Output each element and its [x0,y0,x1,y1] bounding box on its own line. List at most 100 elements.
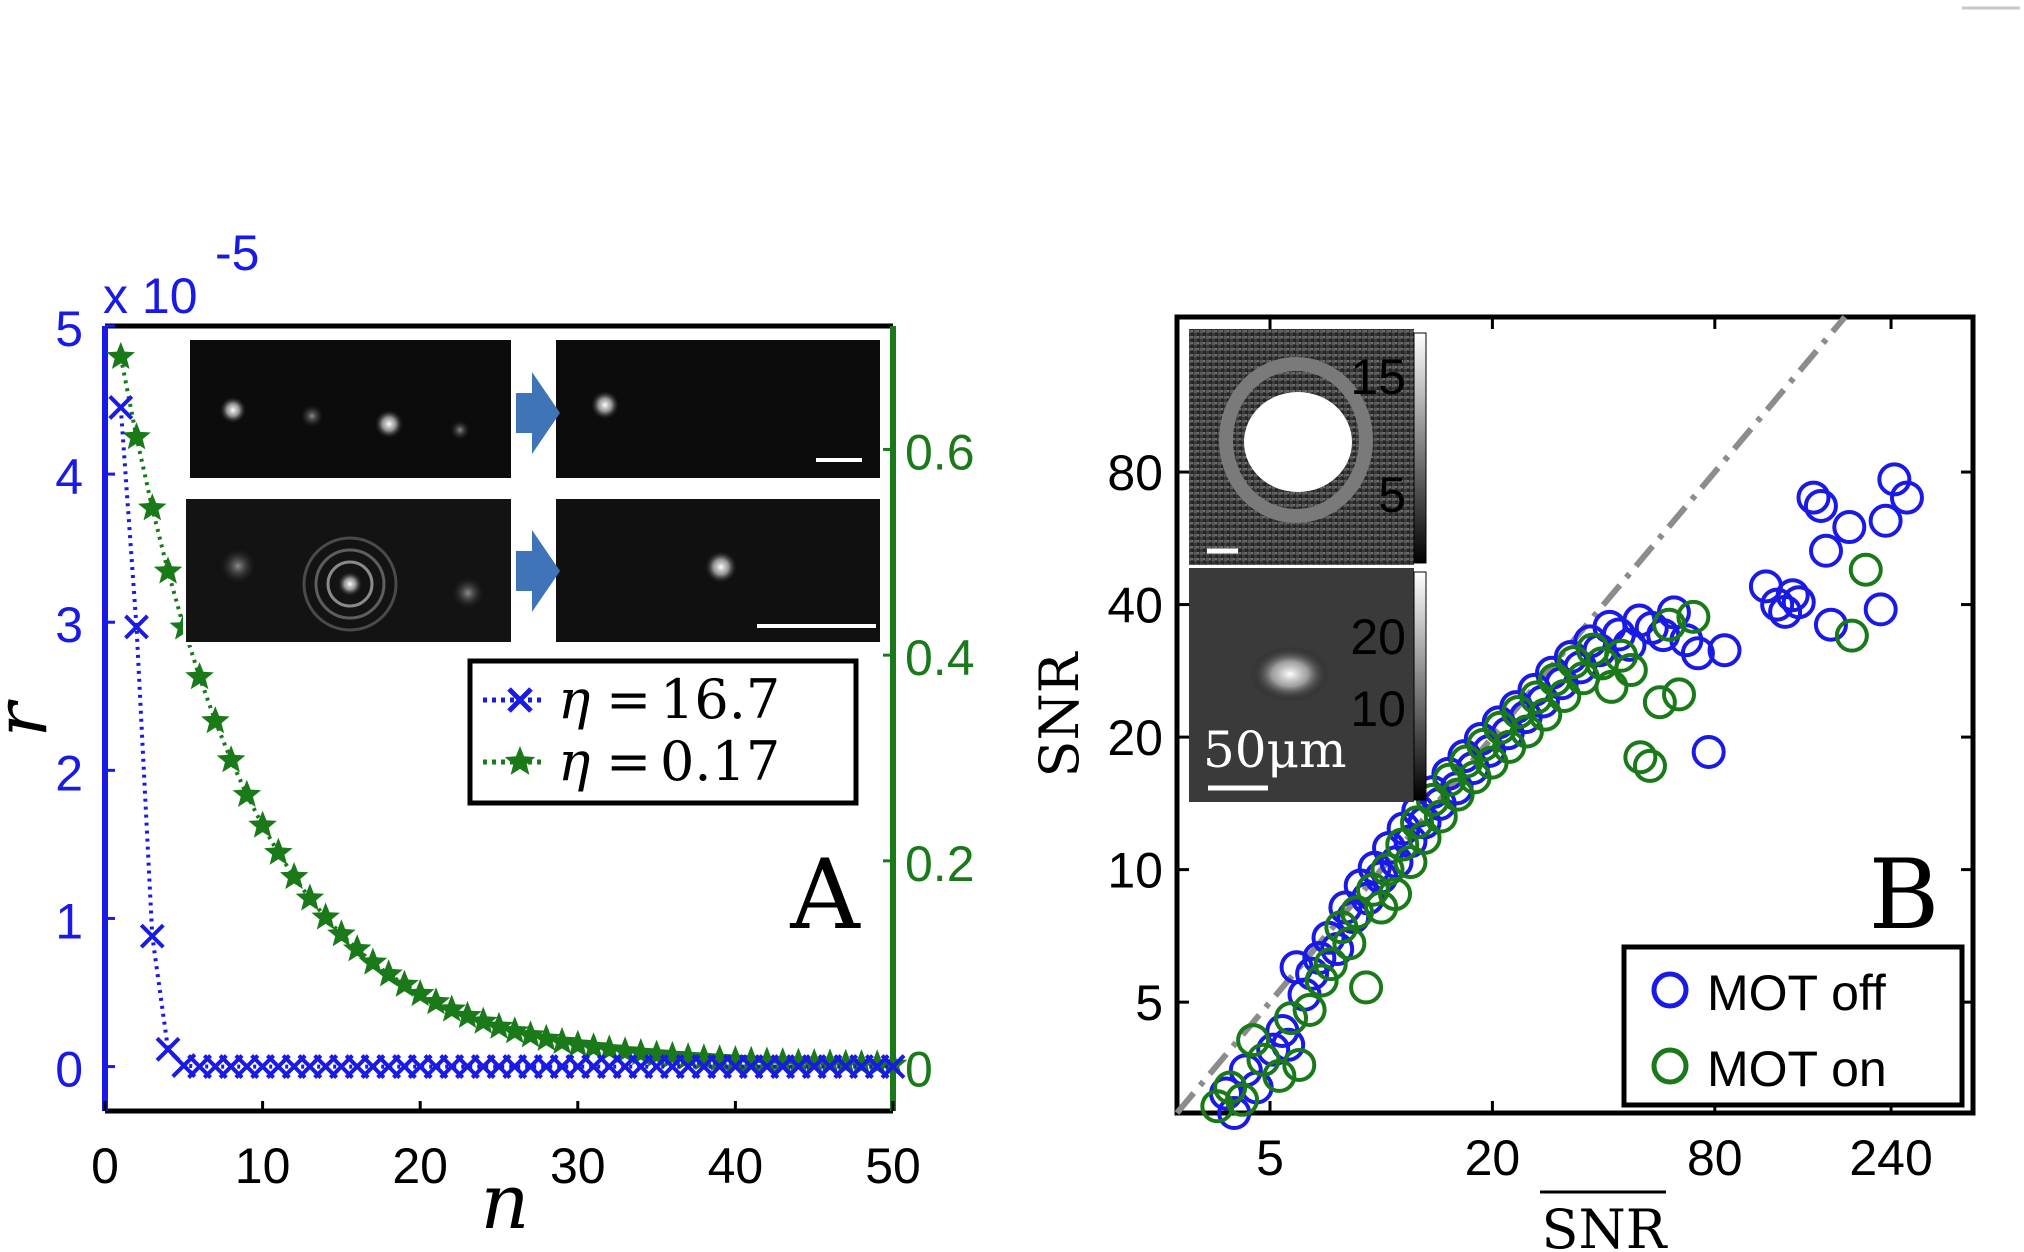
arrow-icon [516,372,560,454]
data-point [1889,480,1924,515]
data-point-star [358,947,388,975]
x-tick-label: 30 [550,1138,606,1194]
data-point-star [626,1038,656,1066]
legend-label-mot-off: MOT off [1707,965,1886,1021]
legend-marker-mot-off [1651,971,1689,1009]
data-point [1407,820,1442,855]
x-tick-label: 10 [235,1138,291,1194]
legend-marker-star [504,746,536,775]
panel-b-chart: 5 20 80 240 5 10 20 40 80 SNR SNR B 15 5 50μm 20… [1028,314,1976,1252]
data-point-star [863,1049,892,1077]
atom-cloud [1250,646,1330,702]
diffraction-ring [326,560,374,608]
panel-b-letter: B [1869,839,1940,951]
legend-equals: = [606,730,651,793]
y-tick-label-left: 3 [55,597,83,653]
data-point [1848,552,1883,587]
legend-marker-mot-on [1651,1047,1689,1085]
x-tick-label: 20 [392,1138,448,1194]
data-point-star [122,422,151,450]
legend-equals: = [606,668,651,731]
y-tick-label: 10 [1107,843,1163,899]
data-point-star [327,919,356,947]
data-point [1440,777,1475,812]
data-point-star [563,1029,593,1057]
data-point [1400,805,1435,840]
data-point-star [484,1011,514,1039]
data-point [1292,992,1327,1027]
data-point [1803,488,1838,523]
legend-eta-symbol: η [558,668,590,731]
colorbar-tick: 20 [1350,609,1406,665]
data-point-x [108,395,134,420]
data-point [1378,877,1413,912]
data-point [1594,669,1629,704]
data-point-star [500,1016,529,1044]
colorbar-top [1413,332,1427,564]
diffraction-ring [314,548,386,620]
panel-a-y-label: r̃ [0,697,63,737]
y-tick-label-left: 4 [55,449,83,505]
data-point-star [201,706,230,734]
data-point-star [264,837,293,865]
data-point [1271,1027,1306,1062]
data-point [1613,653,1648,688]
arrow-icon [516,530,560,612]
data-point-star [106,341,135,369]
data-point [1282,1047,1317,1082]
data-point [1680,636,1715,671]
x-tick-label: 50 [865,1138,921,1194]
data-point [1304,963,1339,998]
data-point [1313,947,1348,982]
data-point-star [295,883,325,911]
data-point-star [642,1039,671,1067]
atom-spot [704,550,738,584]
data-point [1707,633,1742,668]
panel-a-legend: η = 16.7 η = 0.17 [467,658,859,806]
panel-b-legend: MOT off MOT on [1621,944,1965,1108]
data-point-star [437,994,466,1022]
data-point [1295,956,1330,991]
data-point-star [547,1026,577,1054]
data-point-star [453,1000,482,1029]
data-point-star [705,1044,734,1072]
legend-label-eta-017: 0.17 [660,730,780,793]
data-point [1466,727,1501,762]
colorbar-tick: 15 [1350,349,1406,405]
data-point-star [374,959,403,987]
data-point [1676,599,1711,634]
x-tick-label: 5 [1256,1130,1284,1186]
data-point-star [847,1049,876,1077]
y-tick-label-left: 5 [55,301,83,357]
data-point [1332,926,1367,961]
data-point [1423,799,1458,834]
data-point [1274,1001,1309,1036]
data-point [1623,740,1658,775]
data-point [1256,1032,1291,1067]
data-point [1652,607,1687,642]
atom-spot [218,546,258,586]
atom-spot [374,409,404,439]
data-point-star [216,745,246,773]
legend-box [467,658,859,806]
y-tick-label-right: 0.4 [905,630,975,686]
y-tick-label-left: 2 [55,745,83,801]
data-point-star [516,1020,545,1048]
data-point [1832,510,1867,545]
data-point [1877,462,1912,497]
data-point-star [815,1048,845,1076]
data-point [1781,585,1816,620]
data-point-star [405,979,435,1007]
data-point [1236,1023,1271,1058]
data-point [1509,714,1544,749]
data-point [1340,895,1375,930]
atom-spot [299,403,325,429]
halo-ring [1219,357,1373,523]
data-point-star [185,662,214,690]
x-tick-label: 0 [91,1138,119,1194]
atom-spot [449,419,471,441]
data-point [1813,607,1848,642]
